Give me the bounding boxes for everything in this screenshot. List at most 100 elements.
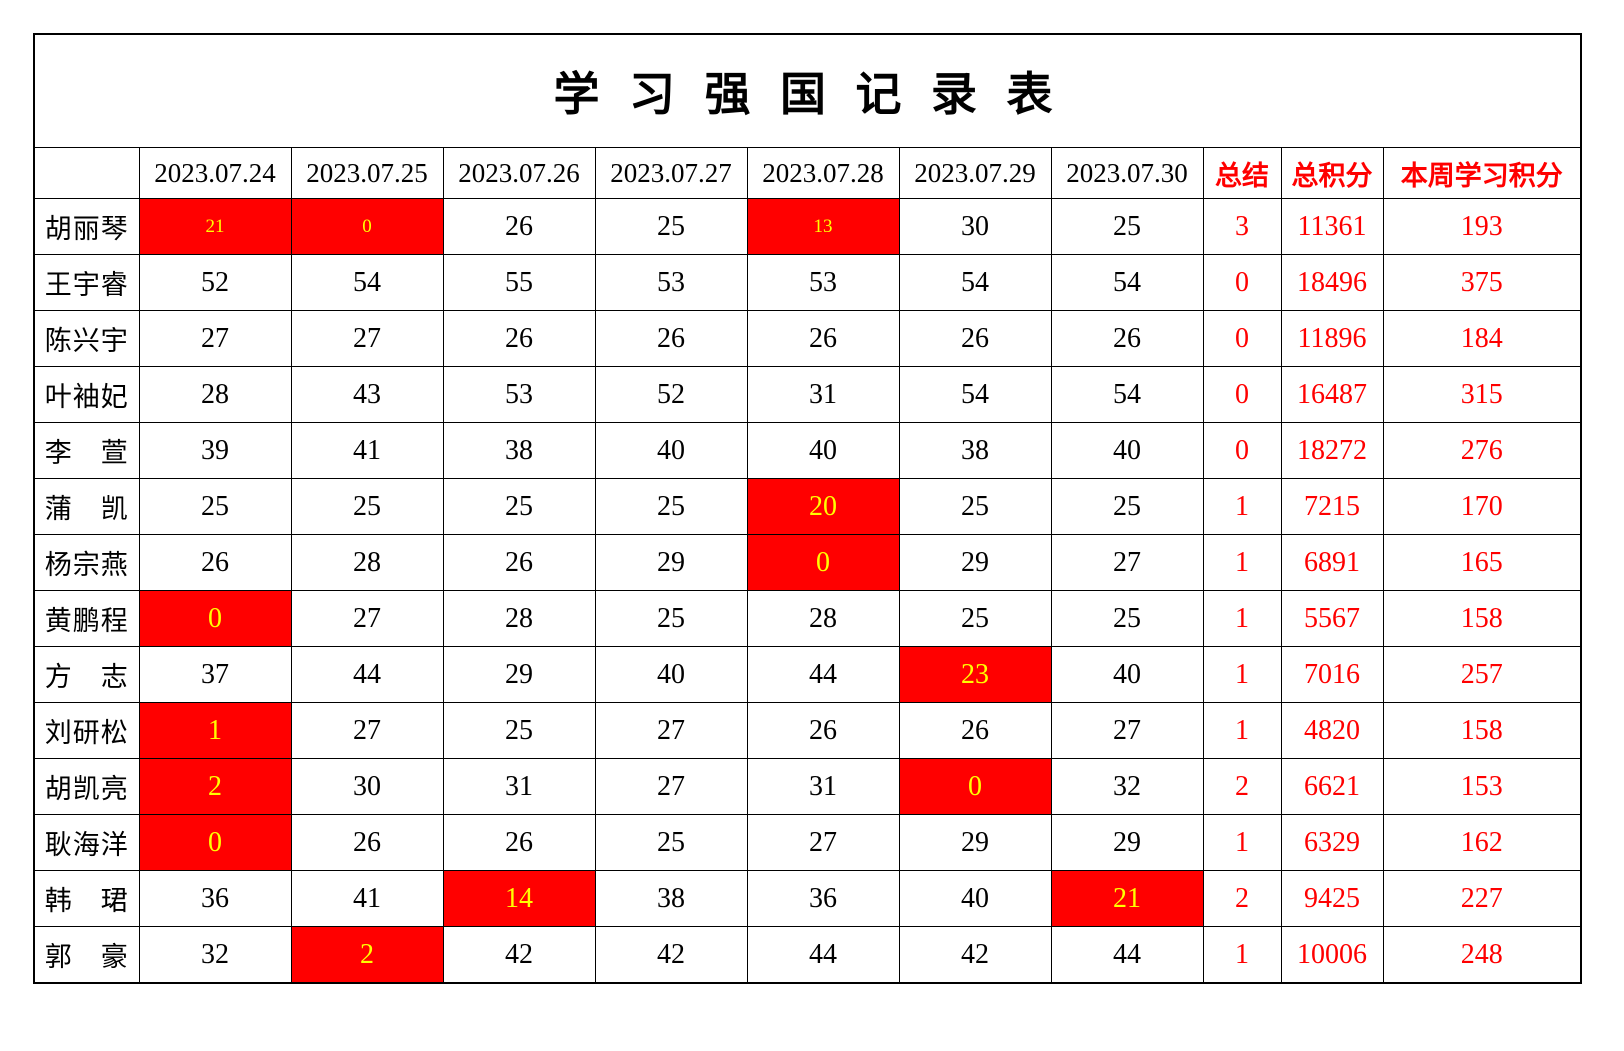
- day-score-cell-highlighted: 0: [746, 534, 900, 591]
- table-row: 李 萱 39 41 38 40 40 38 40 0 18272 276: [33, 422, 1582, 479]
- day-score-cell-highlighted: 23: [898, 646, 1052, 703]
- day-score-cell: 54: [898, 254, 1052, 311]
- table-row: 耿海洋 0 26 26 25 27 29 29 1 6329 162: [33, 814, 1582, 871]
- summary-cell: 0: [1202, 254, 1282, 311]
- day-score-cell: 52: [138, 254, 292, 311]
- week-points-cell: 276: [1382, 422, 1582, 479]
- day-score-cell-highlighted: 0: [138, 590, 292, 647]
- day-score-cell: 40: [1050, 646, 1204, 703]
- day-score-cell: 36: [746, 870, 900, 927]
- summary-cell: 1: [1202, 646, 1282, 703]
- day-score-cell: 27: [138, 310, 292, 367]
- day-score-cell: 27: [1050, 702, 1204, 759]
- date-column-header: 2023.07.24: [138, 147, 292, 199]
- student-name: 胡凯亮: [33, 758, 140, 815]
- column-header-row: 2023.07.24 2023.07.25 2023.07.26 2023.07…: [33, 147, 1582, 199]
- day-score-cell: 52: [594, 366, 748, 423]
- day-score-cell: 27: [594, 758, 748, 815]
- week-points-cell: 257: [1382, 646, 1582, 703]
- summary-cell: 2: [1202, 758, 1282, 815]
- week-points-cell: 375: [1382, 254, 1582, 311]
- total-points-cell: 4820: [1280, 702, 1384, 759]
- week-points-cell: 170: [1382, 478, 1582, 535]
- day-score-cell-highlighted: 2: [290, 926, 444, 984]
- day-score-cell: 30: [290, 758, 444, 815]
- day-score-cell: 26: [746, 702, 900, 759]
- day-score-cell: 25: [290, 478, 444, 535]
- student-name: 陈兴宇: [33, 310, 140, 367]
- day-score-cell: 26: [138, 534, 292, 591]
- summary-cell: 2: [1202, 870, 1282, 927]
- day-score-cell: 32: [138, 926, 292, 984]
- day-score-cell: 53: [442, 366, 596, 423]
- total-points-cell: 16487: [1280, 366, 1384, 423]
- student-name: 郭 豪: [33, 926, 140, 984]
- day-score-cell: 39: [138, 422, 292, 479]
- week-points-cell: 158: [1382, 702, 1582, 759]
- day-score-cell: 25: [1050, 590, 1204, 647]
- student-name: 李 萱: [33, 422, 140, 479]
- student-name: 王宇睿: [33, 254, 140, 311]
- week-points-cell: 162: [1382, 814, 1582, 871]
- student-name: 黄鹏程: [33, 590, 140, 647]
- date-column-header: 2023.07.27: [594, 147, 748, 199]
- summary-cell: 0: [1202, 366, 1282, 423]
- page-title: 学 习 强 国 记 录 表: [33, 33, 1582, 148]
- student-name: 方 志: [33, 646, 140, 703]
- table-row: 叶袖妃 28 43 53 52 31 54 54 0 16487 315: [33, 366, 1582, 423]
- day-score-cell: 27: [1050, 534, 1204, 591]
- day-score-cell-highlighted: 0: [898, 758, 1052, 815]
- title-row: 学 习 强 国 记 录 表: [33, 33, 1582, 148]
- day-score-cell: 26: [898, 310, 1052, 367]
- student-name: 蒲 凯: [33, 478, 140, 535]
- day-score-cell: 26: [746, 310, 900, 367]
- day-score-cell: 31: [746, 366, 900, 423]
- summary-cell: 1: [1202, 590, 1282, 647]
- day-score-cell-highlighted: 0: [138, 814, 292, 871]
- student-name: 耿海洋: [33, 814, 140, 871]
- day-score-cell: 38: [898, 422, 1052, 479]
- day-score-cell: 36: [138, 870, 292, 927]
- summary-cell: 0: [1202, 310, 1282, 367]
- name-column-header: [33, 147, 140, 199]
- day-score-cell: 29: [594, 534, 748, 591]
- table-row: 刘研松 1 27 25 27 26 26 27 1 4820 158: [33, 702, 1582, 759]
- study-record-table: 学 习 强 国 记 录 表 2023.07.24 2023.07.25 2023…: [33, 33, 1583, 984]
- day-score-cell: 55: [442, 254, 596, 311]
- day-score-cell-highlighted: 2: [138, 758, 292, 815]
- week-points-cell: 248: [1382, 926, 1582, 984]
- day-score-cell: 40: [1050, 422, 1204, 479]
- day-score-cell: 54: [1050, 366, 1204, 423]
- day-score-cell: 53: [746, 254, 900, 311]
- total-points-cell: 7215: [1280, 478, 1384, 535]
- date-column-header: 2023.07.26: [442, 147, 596, 199]
- total-points-cell: 9425: [1280, 870, 1384, 927]
- day-score-cell: 29: [898, 814, 1052, 871]
- day-score-cell-highlighted: 1: [138, 702, 292, 759]
- total-points-cell: 11896: [1280, 310, 1384, 367]
- day-score-cell: 29: [898, 534, 1052, 591]
- total-points-cell: 5567: [1280, 590, 1384, 647]
- date-column-header: 2023.07.25: [290, 147, 444, 199]
- total-points-cell: 18272: [1280, 422, 1384, 479]
- table-row: 黄鹏程 0 27 28 25 28 25 25 1 5567 158: [33, 590, 1582, 647]
- day-score-cell: 26: [594, 310, 748, 367]
- day-score-cell: 27: [290, 702, 444, 759]
- day-score-cell: 41: [290, 870, 444, 927]
- table-row: 胡凯亮 2 30 31 27 31 0 32 2 6621 153: [33, 758, 1582, 815]
- total-points-cell: 6621: [1280, 758, 1384, 815]
- day-score-cell: 28: [746, 590, 900, 647]
- day-score-cell: 25: [594, 590, 748, 647]
- day-score-cell: 30: [898, 198, 1052, 255]
- day-score-cell: 25: [1050, 198, 1204, 255]
- week-points-cell: 165: [1382, 534, 1582, 591]
- day-score-cell: 25: [898, 478, 1052, 535]
- total-points-cell: 11361: [1280, 198, 1384, 255]
- day-score-cell: 54: [1050, 254, 1204, 311]
- day-score-cell: 27: [290, 590, 444, 647]
- day-score-cell: 28: [442, 590, 596, 647]
- summary-cell: 1: [1202, 702, 1282, 759]
- student-name: 杨宗燕: [33, 534, 140, 591]
- summary-cell: 1: [1202, 814, 1282, 871]
- day-score-cell-highlighted: 13: [746, 198, 900, 255]
